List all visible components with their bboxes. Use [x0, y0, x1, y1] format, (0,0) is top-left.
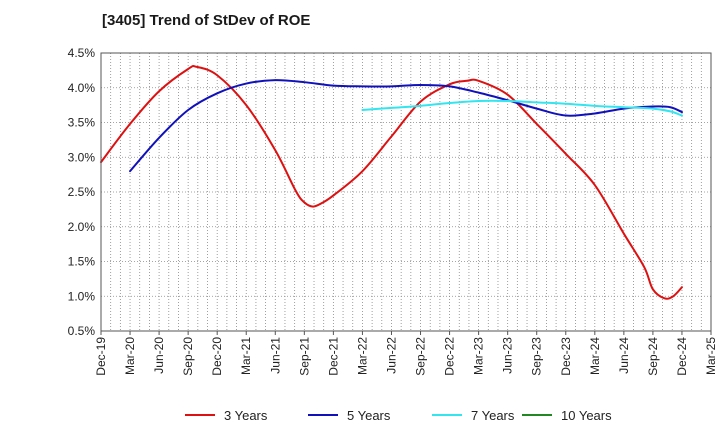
x-tick-label: Mar-25 — [704, 337, 718, 375]
y-tick-label: 2.0% — [68, 220, 96, 234]
series-lines — [100, 65, 683, 300]
x-tick-label: Jun-23 — [501, 337, 515, 374]
x-tick-label: Dec-19 — [94, 337, 108, 376]
legend-label: 3 Years — [224, 408, 268, 423]
y-tick-label: 2.5% — [68, 185, 96, 199]
x-tick-label: Sep-22 — [414, 337, 428, 376]
x-tick-label: Dec-23 — [559, 337, 573, 376]
x-tick-label: Jun-21 — [268, 337, 282, 374]
legend-label: 10 Years — [561, 408, 612, 423]
y-axis-ticks: 4.5% 4.0% 3.5% 3.0% 2.5% 2.0% 1.5% 1.0% 0.5% — [68, 46, 96, 338]
y-tick-label: 1.0% — [68, 289, 96, 303]
chart-title: [3405] Trend of StDev of ROE — [102, 12, 310, 29]
x-tick-label: Sep-21 — [297, 337, 311, 376]
x-tick-label: Dec-20 — [210, 337, 224, 376]
legend-label: 7 Years — [471, 408, 515, 423]
legend: 3 Years 5 Years 7 Years 10 Years — [185, 408, 612, 423]
x-tick-label: Mar-20 — [123, 337, 137, 375]
x-tick-label: Mar-24 — [588, 337, 602, 375]
y-tick-label: 4.5% — [68, 46, 96, 60]
y-tick-label: 1.5% — [68, 255, 96, 269]
legend-label: 5 Years — [347, 408, 391, 423]
x-tick-label: Sep-24 — [646, 337, 660, 376]
y-tick-label: 3.0% — [68, 150, 96, 164]
series-line-5-years — [129, 79, 683, 173]
x-tick-label: Mar-22 — [355, 337, 369, 375]
x-tick-label: Mar-23 — [472, 337, 486, 375]
grid — [101, 53, 711, 331]
x-tick-label: Dec-22 — [443, 337, 457, 376]
x-tick-label: Jun-20 — [152, 337, 166, 374]
x-tick-label: Dec-24 — [675, 337, 689, 376]
series-line-3-years — [100, 65, 683, 300]
x-tick-label: Sep-20 — [181, 337, 195, 376]
x-axis-ticks: Dec-19 Mar-20 Jun-20 Sep-20 Dec-20 Mar-21 Jun-… — [94, 331, 718, 376]
plot-border — [100, 52, 712, 332]
y-tick-label: 3.5% — [68, 116, 96, 130]
y-tick-label: 0.5% — [68, 324, 96, 338]
y-tick-label: 4.0% — [68, 81, 96, 95]
x-tick-label: Mar-21 — [239, 337, 253, 375]
x-tick-label: Sep-23 — [530, 337, 544, 376]
series-line-7-years — [361, 99, 683, 117]
x-tick-label: Jun-24 — [617, 337, 631, 374]
plot-area — [101, 53, 711, 331]
x-tick-label: Dec-21 — [326, 337, 340, 376]
x-tick-label: Jun-22 — [384, 337, 398, 374]
